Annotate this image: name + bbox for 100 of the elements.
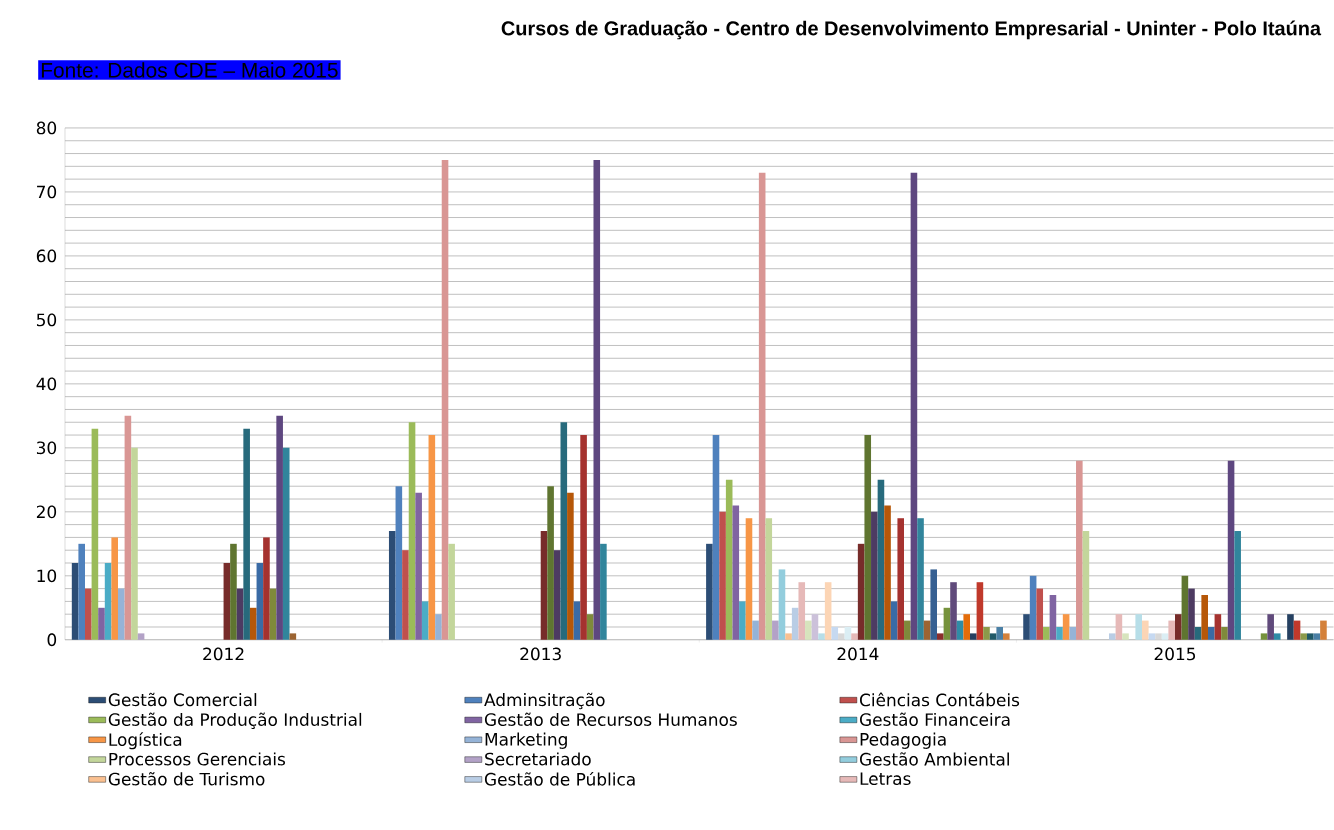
bar (1082, 531, 1090, 640)
bar (1062, 614, 1070, 640)
bar (739, 601, 746, 640)
bar (910, 172, 918, 640)
bar (838, 633, 845, 640)
bar (117, 588, 125, 640)
bar (772, 620, 779, 640)
y-tick-label: 20 (36, 505, 57, 519)
bar (1115, 614, 1123, 640)
bar (441, 160, 449, 640)
bar (435, 614, 442, 640)
bar (1300, 633, 1307, 640)
bar (917, 518, 924, 640)
bar (111, 537, 118, 640)
bar (573, 601, 581, 640)
bar (1227, 460, 1235, 640)
bar (864, 435, 872, 640)
bar (897, 518, 905, 640)
bar (1142, 620, 1149, 640)
bar (785, 633, 792, 640)
bar (877, 479, 885, 640)
bar (78, 543, 86, 640)
bar (725, 479, 733, 640)
bar (937, 633, 944, 640)
bar (1155, 633, 1162, 640)
bar (719, 511, 726, 640)
bar (1221, 627, 1228, 640)
bar (600, 543, 607, 640)
bar (395, 486, 403, 640)
bar (1168, 620, 1175, 640)
bar (851, 633, 858, 640)
x-tick-label: 2012 (203, 647, 244, 661)
bar (970, 633, 977, 640)
legend-label: Logística (109, 732, 182, 750)
bar (1069, 627, 1077, 640)
bar (1043, 627, 1050, 640)
bar (884, 505, 891, 640)
bar (956, 620, 964, 640)
bar (890, 601, 898, 640)
bar (71, 563, 79, 640)
bar (983, 627, 990, 640)
bar (758, 172, 766, 640)
bar (402, 550, 409, 640)
y-tick-label: 0 (47, 633, 57, 647)
bar (1036, 588, 1044, 640)
bar (104, 563, 112, 640)
bar (943, 607, 951, 640)
bar (1109, 633, 1116, 640)
bar (415, 492, 422, 640)
bar (1214, 614, 1222, 640)
bar (91, 428, 99, 640)
bar (976, 582, 984, 640)
bar (824, 582, 832, 640)
bar (124, 416, 132, 640)
bar (1003, 633, 1010, 640)
bar (1122, 633, 1129, 640)
legend-label: Gestão Financeira (860, 712, 1010, 727)
y-tick-label: 40 (36, 377, 57, 391)
bar (131, 447, 138, 640)
legend-label: Gestão da Produção Industrial (108, 712, 362, 730)
bar (989, 633, 997, 640)
bar (765, 518, 773, 640)
bar (1260, 633, 1268, 640)
source-note: Fonte: Dados CDE – Maio 2015 (41, 62, 338, 78)
bar (923, 620, 931, 640)
legend-label: Processos Gerenciais (109, 752, 286, 766)
bar (276, 416, 283, 640)
bar (98, 607, 105, 640)
bar (1267, 614, 1274, 640)
bar (1174, 614, 1182, 640)
bar (712, 435, 720, 640)
bar (963, 614, 971, 640)
bar (448, 543, 455, 640)
bar (236, 588, 244, 640)
legend-label: Ciências Contábeis (860, 692, 1020, 707)
bar (818, 633, 825, 640)
legend-label: Letras (860, 772, 911, 786)
bar (1194, 627, 1202, 640)
bar (553, 550, 561, 640)
bar (1181, 575, 1189, 640)
y-tick-label: 50 (36, 313, 57, 327)
bar (1273, 633, 1281, 640)
bar (428, 435, 436, 640)
bar (871, 511, 878, 640)
bar (1320, 620, 1327, 640)
bar (593, 160, 601, 640)
bar (752, 620, 759, 640)
bar (996, 627, 1003, 640)
bar (421, 601, 429, 640)
bar (560, 422, 568, 640)
bar (269, 588, 277, 640)
bar (950, 582, 957, 640)
bar (1049, 595, 1057, 640)
bar (1287, 614, 1294, 640)
bar (904, 620, 911, 640)
legend-label: Gestão de Pública (484, 772, 635, 786)
bar (857, 543, 865, 640)
legend-label: Secretariado (485, 752, 591, 766)
bar (1148, 633, 1156, 640)
bar (263, 537, 270, 640)
